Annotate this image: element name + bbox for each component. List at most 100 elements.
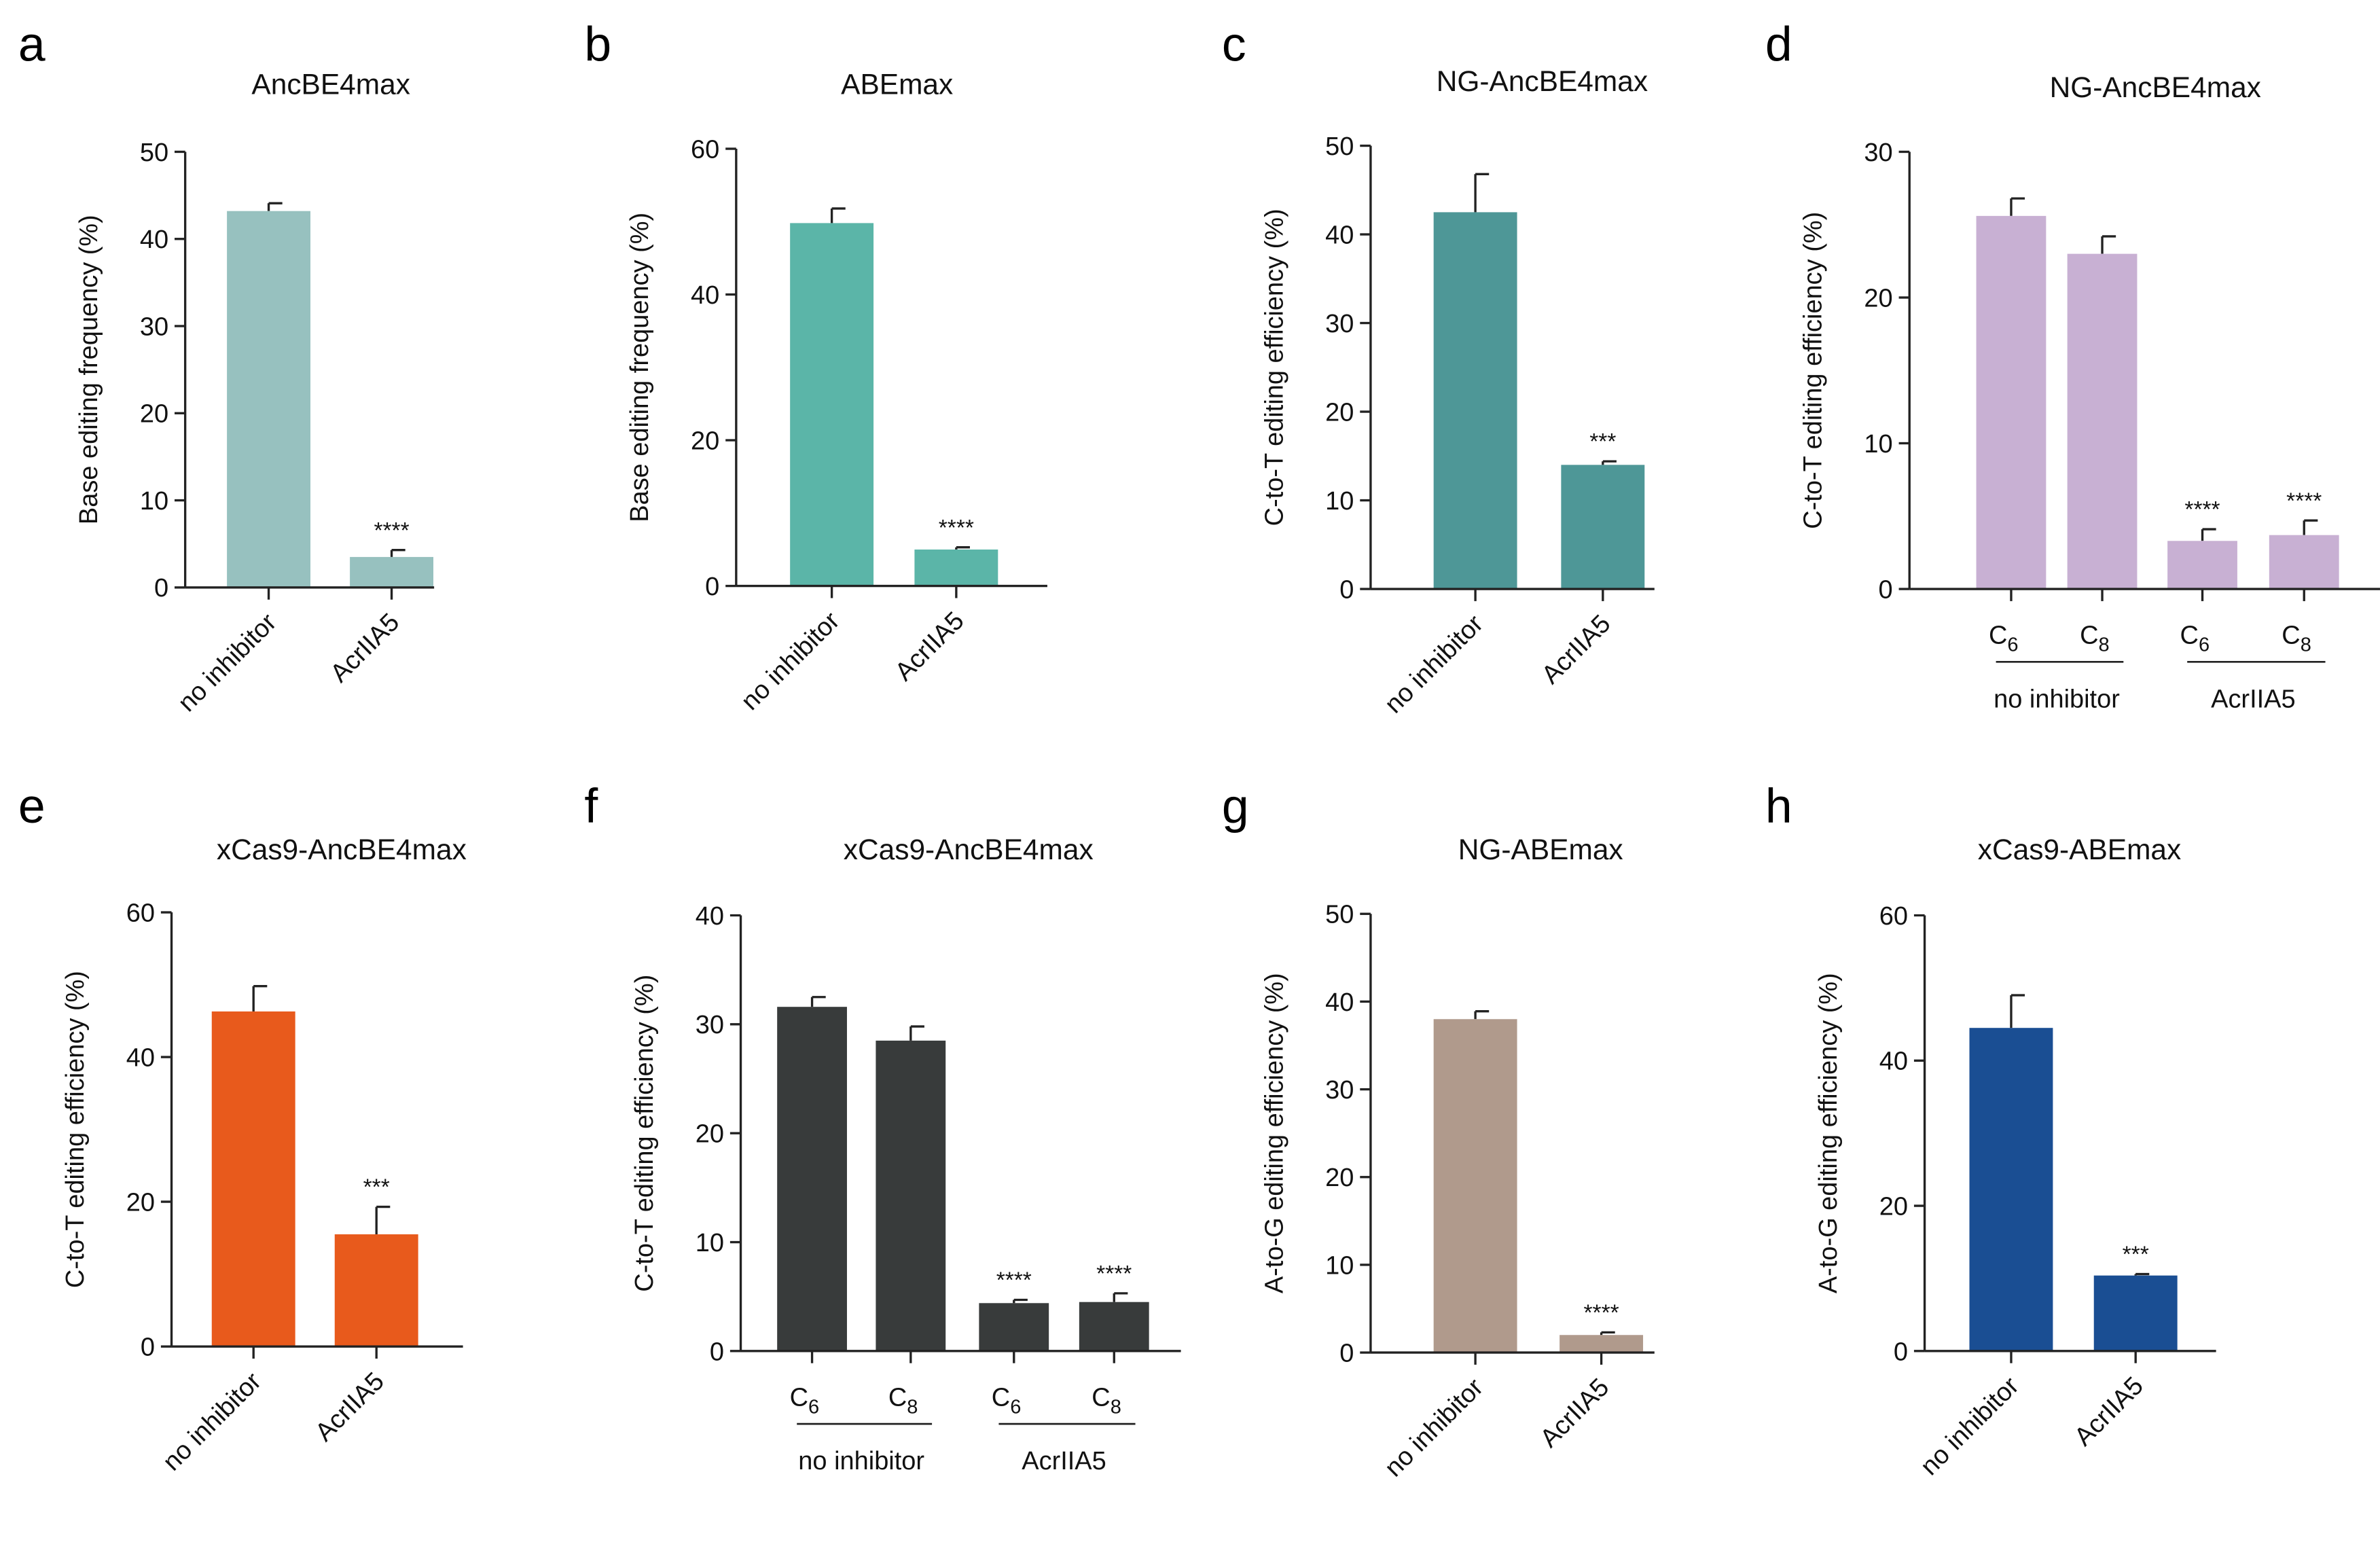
x-tick-label: C8 [888, 1383, 918, 1418]
y-tick-label: 40 [1879, 1047, 1908, 1076]
bar [350, 556, 434, 588]
y-tick-label: 20 [1325, 398, 1354, 427]
bar [777, 1007, 847, 1351]
significance-label: **** [2286, 488, 2322, 514]
bar [227, 211, 311, 588]
y-tick-label: 30 [696, 1011, 724, 1039]
y-tick-label: 60 [1879, 902, 1908, 931]
panel-label: b [584, 17, 611, 71]
y-tick-label: 20 [126, 1189, 155, 1217]
significance-label: **** [2184, 497, 2220, 522]
panel-label: e [18, 779, 46, 834]
y-tick-label: 40 [1325, 221, 1354, 249]
group-label: AcrIIA5 [1022, 1447, 1106, 1475]
panel-b: b ABEmax Base editing frequency (%) **** 0 20… [584, 17, 1047, 716]
chart-title: NG-AncBE4max [1437, 65, 1648, 97]
x-tick-label: C6 [1989, 621, 2019, 656]
y-tick-label: 30 [1864, 139, 1892, 167]
panel-f: f xCas9-AncBE4max C-to-T editing efficienc… [584, 779, 1181, 1475]
bar [979, 1303, 1049, 1351]
bar [876, 1040, 946, 1351]
x-tick-label: no inhibitor [1380, 609, 1489, 719]
x-tick-label: C8 [2080, 621, 2110, 656]
subscript: 6 [808, 1396, 819, 1418]
bar [1976, 215, 2047, 590]
bar [1079, 1302, 1149, 1351]
y-tick-label: 40 [696, 902, 724, 931]
bar [2093, 1275, 2178, 1351]
x-tick-label: C6 [992, 1383, 1022, 1418]
bar [1433, 212, 1517, 590]
x-tick-label: AcrIIA5 [310, 1367, 390, 1447]
y-tick-label: 40 [140, 226, 168, 254]
significance-label: **** [939, 516, 974, 541]
y-tick-label: 30 [1325, 310, 1354, 338]
bar [2067, 253, 2138, 590]
x-tick-label: no inhibitor [1380, 1373, 1489, 1482]
y-tick-label: 0 [1339, 575, 1354, 604]
y-axis-label: C-to-T editing efficiency (%) [1260, 209, 1288, 526]
panel-g: g NG-ABEmax A-to-G editing efficiency (%) *… [1222, 779, 1655, 1482]
y-tick-label: 30 [140, 312, 168, 341]
y-tick-label: 0 [1339, 1339, 1354, 1367]
y-tick-label: 50 [140, 139, 168, 167]
y-axis-label: C-to-T editing efficiency (%) [1799, 212, 1828, 529]
x-tick-label: AcrIIA5 [1536, 609, 1617, 689]
y-axis-label: Base editing frequency (%) [75, 215, 103, 524]
y-tick-label: 20 [1879, 1192, 1908, 1221]
y-tick-label: 0 [141, 1333, 155, 1362]
y-tick-label: 40 [691, 281, 719, 310]
y-axis-label: A-to-G editing efficiency (%) [1814, 973, 1843, 1293]
x-tick-label: AcrIIA5 [890, 607, 970, 687]
panel-label: d [1765, 17, 1792, 71]
y-tick-label: 0 [710, 1338, 724, 1366]
x-tick-label: C6 [790, 1383, 820, 1418]
y-tick-label: 20 [1864, 284, 1892, 312]
significance-label: **** [996, 1268, 1032, 1293]
group-label: AcrIIA5 [2211, 685, 2296, 713]
y-tick-label: 40 [1325, 988, 1354, 1017]
bar [1969, 1028, 2053, 1351]
y-tick-label: 20 [140, 400, 168, 429]
subscript: 6 [1010, 1396, 1021, 1418]
y-tick-label: 20 [691, 427, 719, 455]
bar [790, 223, 874, 586]
x-tick-label: AcrIIA5 [2069, 1372, 2149, 1452]
x-tick-label: C8 [1092, 1383, 1121, 1418]
panel-e: e xCas9-AncBE4max C-to-T editing efficienc… [18, 779, 467, 1476]
x-tick-label: C8 [2282, 621, 2311, 656]
subscript: 8 [1111, 1396, 1121, 1418]
subscript: 6 [2199, 634, 2210, 656]
y-tick-label: 40 [126, 1043, 155, 1072]
subscript: 8 [907, 1396, 918, 1418]
x-tick-label: no inhibitor [1915, 1372, 2025, 1481]
chart-title: NG-ABEmax [1458, 834, 1623, 865]
panel-c: c NG-AncBE4max C-to-T editing efficiency (… [1222, 17, 1655, 719]
y-axis-label: Base editing frequency (%) [626, 213, 654, 522]
bar [2167, 541, 2237, 590]
bar [211, 1011, 295, 1347]
x-tick-label: no inhibitor [173, 608, 282, 717]
x-tick-label: AcrIIA5 [325, 608, 405, 688]
chart-title: xCas9-ABEmax [1978, 834, 2182, 865]
significance-label: **** [1584, 1301, 1619, 1326]
significance-label: *** [2123, 1242, 2149, 1268]
chart-title: AncBE4max [251, 69, 410, 101]
panel-a: a AncBE4max Base editing frequency (%) ****… [18, 17, 435, 717]
significance-label: *** [363, 1175, 390, 1200]
panel-label: g [1222, 779, 1249, 834]
y-tick-label: 60 [126, 899, 155, 927]
chart-title: ABEmax [841, 69, 953, 101]
y-axis-label: C-to-T editing efficiency (%) [630, 975, 659, 1292]
panel-label: f [584, 779, 598, 834]
chart-title: xCas9-AncBE4max [217, 834, 467, 865]
y-tick-label: 10 [1325, 487, 1354, 516]
y-tick-label: 0 [1879, 575, 1893, 604]
chart-title: NG-AncBE4max [2050, 71, 2261, 103]
y-tick-label: 10 [140, 487, 168, 516]
group-label: no inhibitor [798, 1447, 924, 1475]
panel-h: h xCas9-ABEmax A-to-G editing efficiency (… [1765, 779, 2216, 1481]
panel-label: c [1222, 17, 1246, 71]
chart-title: xCas9-AncBE4max [844, 834, 1094, 865]
